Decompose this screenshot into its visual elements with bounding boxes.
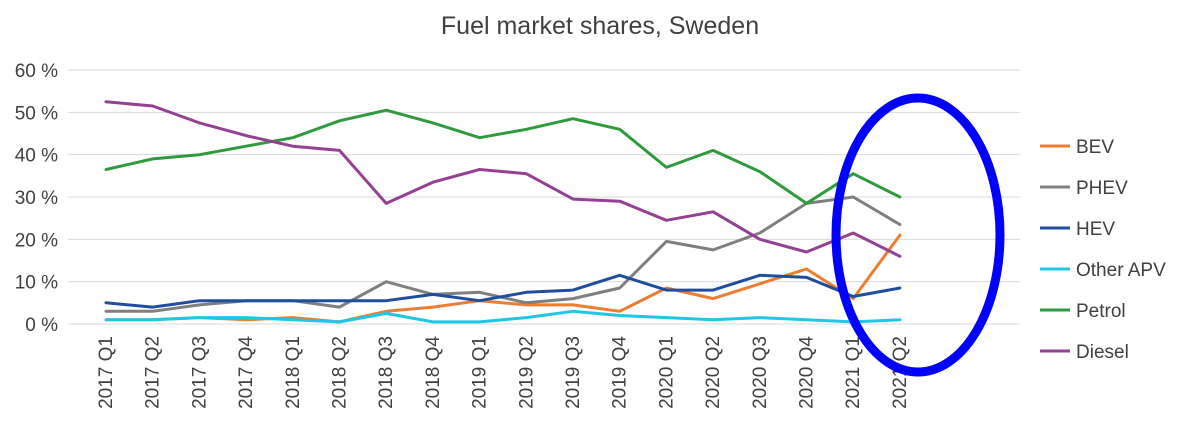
x-tick-label: 2021 Q1 (843, 336, 864, 409)
highlight-ellipse (831, 93, 1005, 377)
legend: BEV PHEV HEV Other APV Petrol Diesel (1040, 137, 1166, 363)
series-line-bev (104, 233, 902, 324)
legend-label-diesel: Diesel (1076, 342, 1129, 363)
legend-label-petrol: Petrol (1076, 301, 1126, 322)
x-tick-label: 2019 Q1 (470, 336, 491, 409)
series-line-hev (104, 273, 902, 309)
x-tick-label: 2020 Q1 (656, 336, 677, 409)
legend-label-hev: HEV (1076, 219, 1115, 240)
x-axis-ticks: 2017 Q1 2017 Q2 2017 Q3 2017 Q4 2018 Q1 2018 … (96, 336, 911, 409)
annotation-layer (831, 93, 1005, 377)
legend-label-other-apv: Other APV (1076, 260, 1166, 281)
x-tick-label: 2018 Q3 (376, 336, 397, 409)
legend-label-phev: PHEV (1076, 178, 1128, 199)
y-tick-label: 0 % (25, 315, 58, 336)
x-tick-label: 2017 Q2 (143, 336, 164, 409)
gridlines (68, 69, 1020, 325)
series-line-diesel (104, 100, 902, 258)
series-lines (104, 100, 902, 324)
y-tick-label: 50 % (15, 103, 58, 124)
x-tick-label: 2017 Q3 (189, 336, 210, 409)
series-line-petrol (104, 108, 902, 205)
series-line-other-apv (104, 309, 902, 324)
legend-label-bev: BEV (1076, 137, 1114, 158)
y-tick-label: 20 % (15, 230, 58, 251)
x-tick-label: 2019 Q2 (516, 336, 537, 409)
x-tick-label: 2019 Q3 (563, 336, 584, 409)
x-tick-label: 2019 Q4 (610, 336, 631, 409)
y-tick-label: 30 % (15, 188, 58, 209)
y-tick-label: 40 % (15, 146, 58, 167)
x-tick-label: 2018 Q2 (330, 336, 351, 409)
y-tick-label: 60 % (15, 61, 58, 82)
x-tick-label: 2020 Q4 (797, 336, 818, 409)
x-tick-label: 2017 Q1 (96, 336, 117, 409)
x-tick-label: 2018 Q4 (423, 336, 444, 409)
y-axis-ticks: 0 % 10 % 20 % 30 % 40 % 50 % 60 % (15, 61, 58, 336)
chart-title: Fuel market shares, Sweden (441, 12, 759, 40)
y-tick-label: 10 % (15, 273, 58, 294)
series-line-phev (104, 195, 902, 313)
x-tick-label: 2020 Q2 (703, 336, 724, 409)
x-tick-label: 2017 Q4 (236, 336, 257, 409)
x-tick-label: 2018 Q1 (283, 336, 304, 409)
x-tick-label: 2020 Q3 (750, 336, 771, 409)
